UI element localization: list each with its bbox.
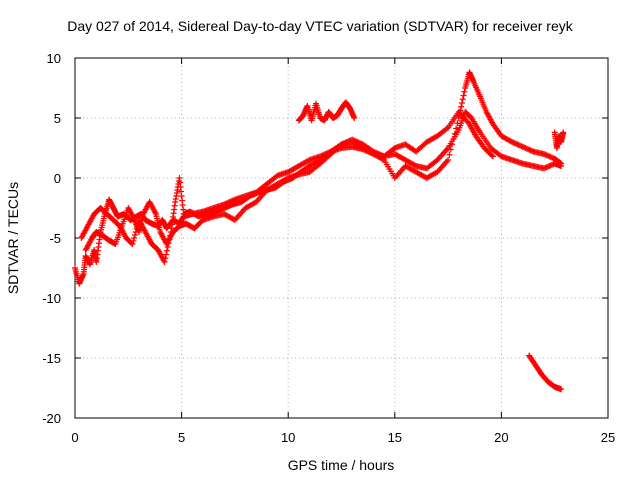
y-axis-label: SDTVAR / TECUs (5, 182, 21, 294)
data-point (133, 226, 140, 232)
data-point (443, 125, 450, 132)
data-point (450, 136, 457, 142)
y-tick-label: 10 (47, 51, 61, 66)
axis-ticks (74, 57, 609, 419)
data-point (163, 247, 170, 254)
data-point (458, 103, 465, 110)
y-tick-label: -20 (42, 411, 61, 426)
data-point (230, 216, 237, 223)
x-tick-label: 20 (494, 430, 508, 445)
data-point (459, 96, 466, 103)
y-tick-label: -5 (49, 231, 61, 246)
y-tick-label: -10 (42, 291, 61, 306)
data-point (411, 162, 418, 169)
data-point (165, 240, 172, 247)
series-arc-6 (526, 352, 565, 393)
data-point (489, 153, 496, 160)
x-axis-label: GPS time / hours (288, 457, 395, 473)
series-arc-4 (295, 99, 358, 124)
data-point (166, 236, 173, 243)
series-arc-1 (72, 109, 565, 287)
data-point (488, 152, 495, 159)
series-arc-5 (551, 129, 567, 151)
x-tick-label: 10 (281, 430, 295, 445)
data-point (167, 232, 174, 239)
y-tick-label: 5 (54, 111, 61, 126)
series-arc-3 (78, 109, 496, 265)
y-tick-label: -15 (42, 351, 61, 366)
y-tick-labels: 10 5 0 -5 -10 -15 -20 (42, 51, 61, 426)
data-point (451, 130, 458, 137)
data-point (129, 241, 136, 247)
data-point (458, 100, 465, 106)
data-point (445, 157, 452, 163)
data-point (453, 125, 460, 132)
data-points (72, 69, 567, 393)
data-point (460, 92, 467, 99)
x-tick-labels: 0 5 10 15 20 25 (71, 430, 615, 445)
data-point (305, 157, 312, 164)
data-point (164, 244, 171, 250)
data-point (163, 251, 170, 258)
data-point (447, 146, 454, 153)
x-tick-label: 0 (71, 430, 78, 445)
data-point (162, 255, 169, 262)
data-point (351, 115, 358, 121)
data-point (131, 232, 138, 238)
data-point (507, 138, 514, 145)
data-point (558, 386, 565, 393)
data-point (461, 88, 468, 95)
x-tick-label: 15 (388, 430, 402, 445)
data-point (454, 120, 461, 127)
y-tick-label: 0 (54, 171, 61, 186)
x-tick-label: 25 (601, 430, 615, 445)
data-point (560, 129, 567, 136)
data-point (161, 259, 168, 265)
x-tick-label: 5 (178, 430, 185, 445)
data-point (558, 160, 565, 167)
data-point (132, 229, 139, 235)
data-point (449, 141, 456, 148)
chart-title: Day 027 of 2014, Sidereal Day-to-day VTE… (67, 18, 573, 34)
data-point (131, 235, 138, 241)
data-point (130, 238, 137, 244)
data-point (446, 151, 453, 158)
